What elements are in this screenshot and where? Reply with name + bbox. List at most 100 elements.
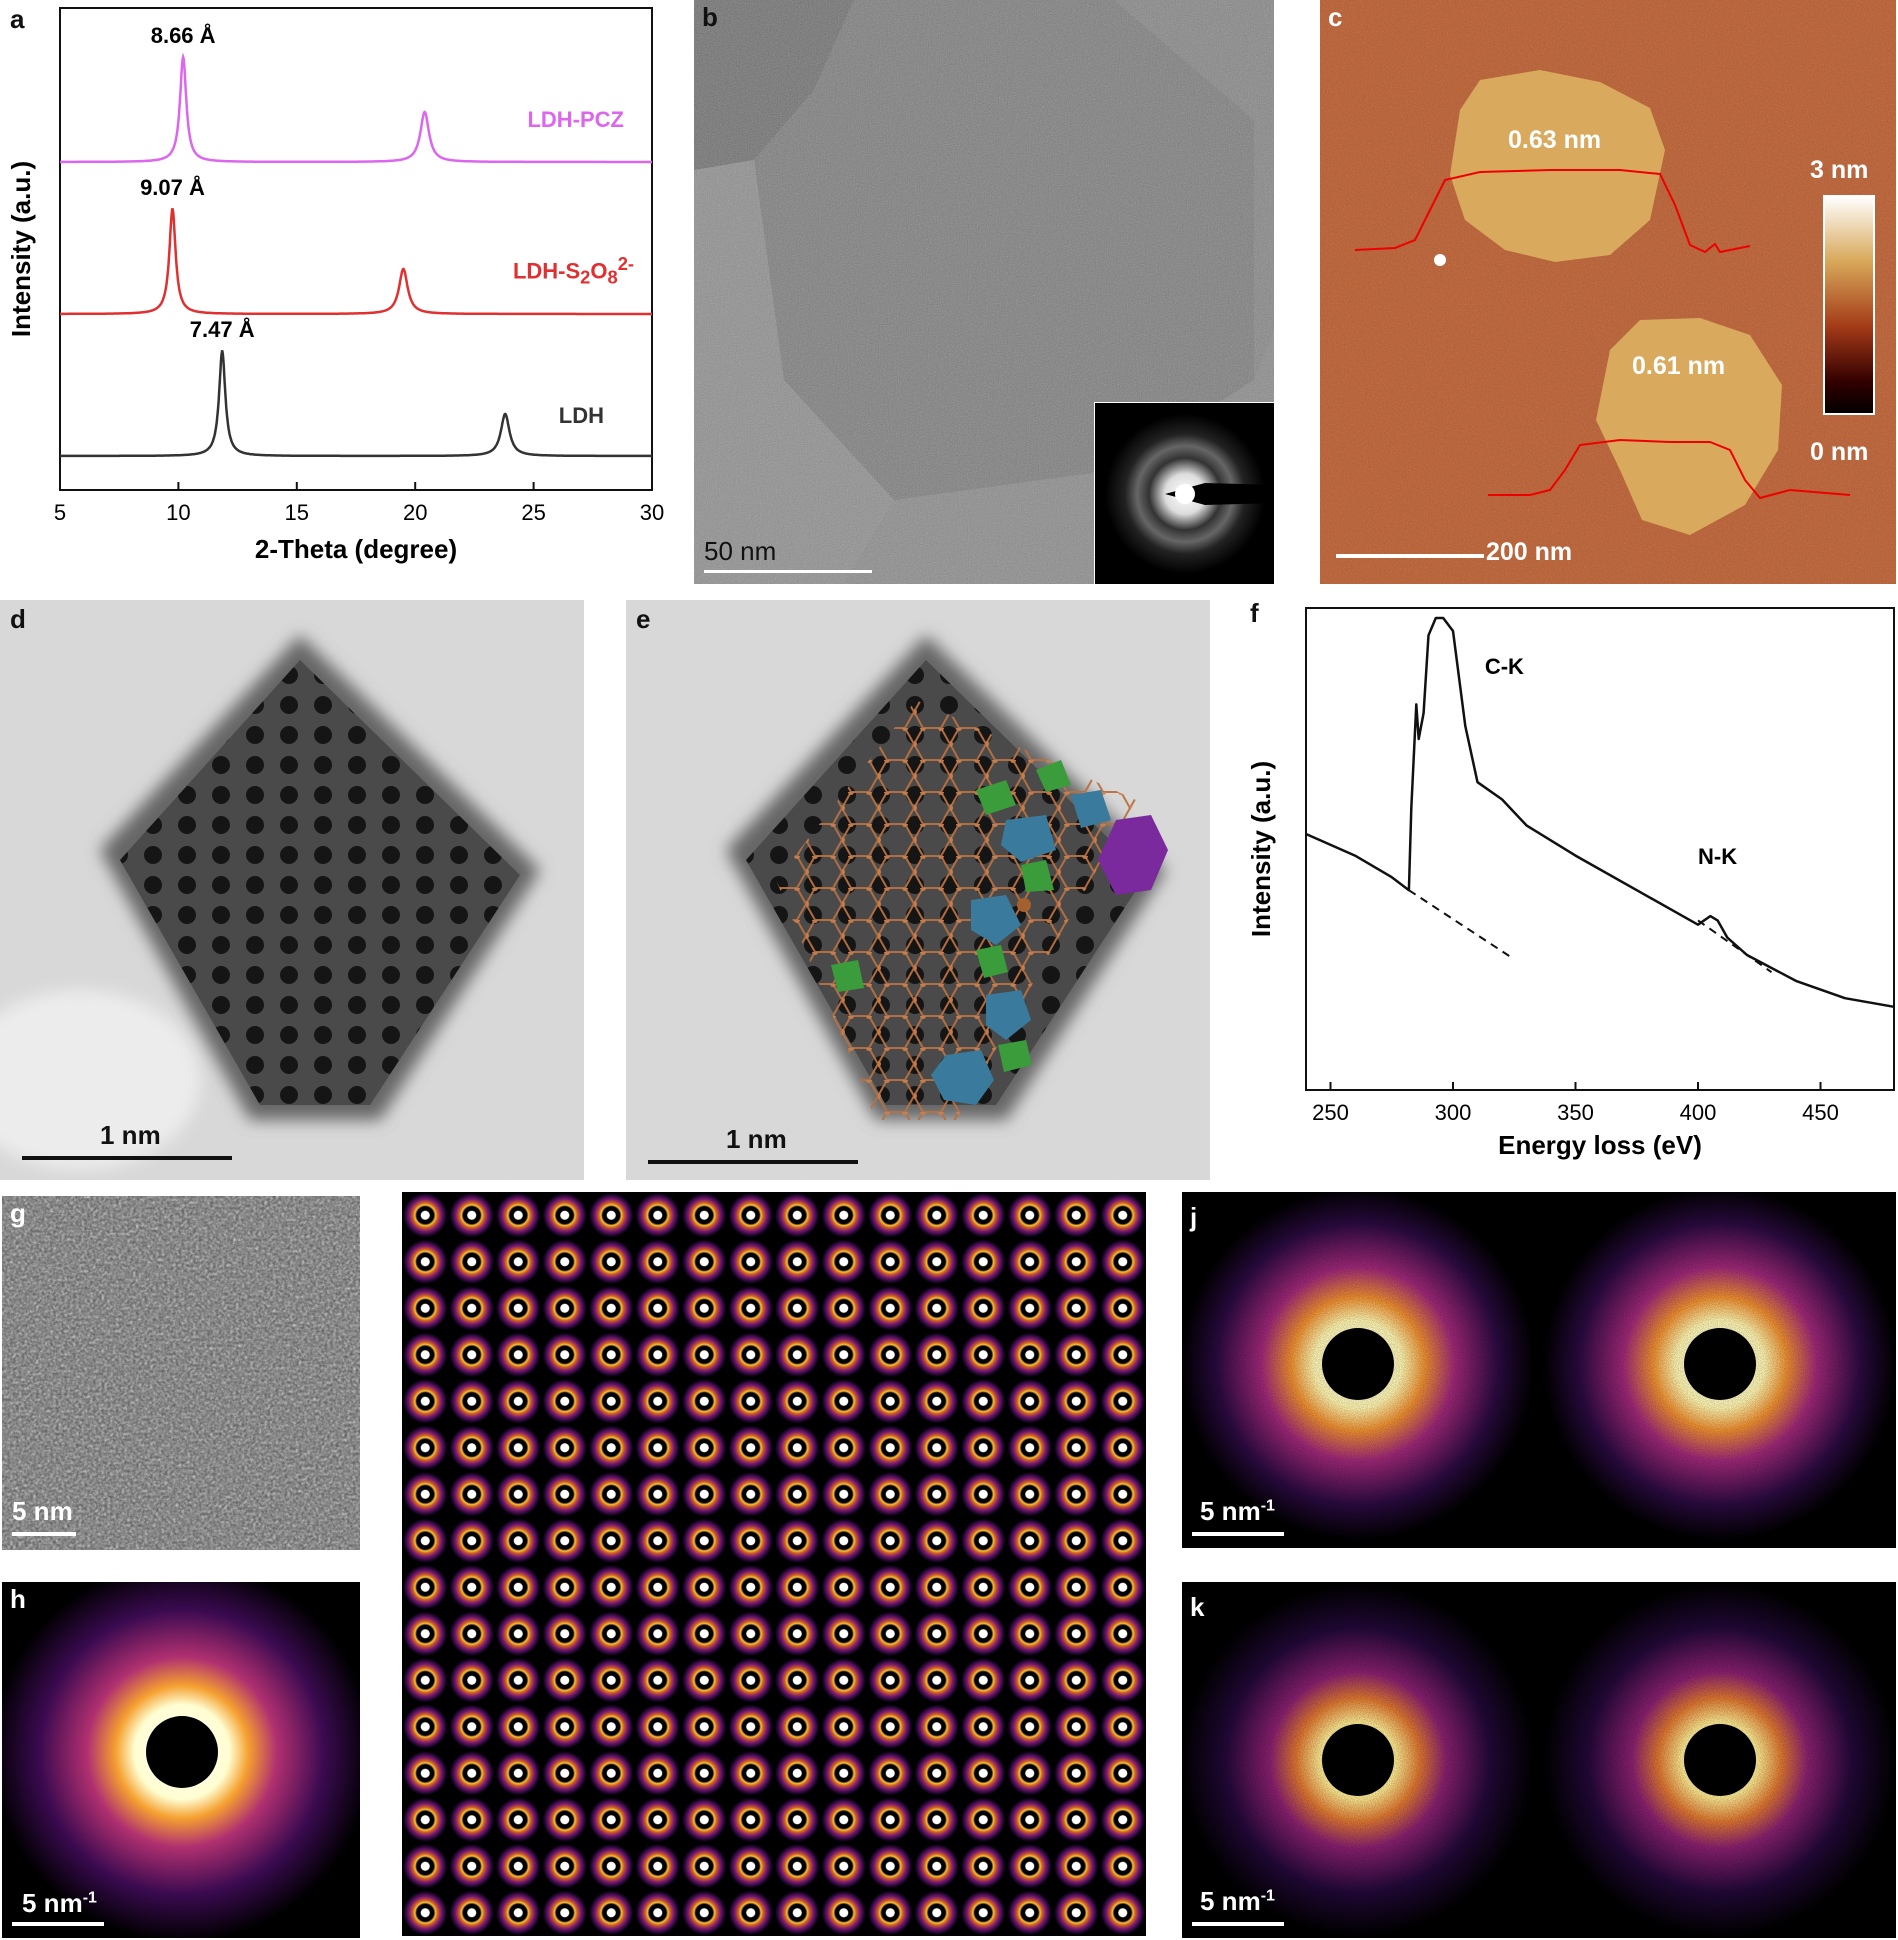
edge-annotation: N-K [1698,844,1737,869]
diffraction-spot [1053,1425,1099,1471]
scale-bar-line [1192,1532,1284,1536]
panel-b-tem-image: 50 nm b [694,0,1274,584]
diffraction-spot [821,1192,867,1238]
diffraction-spot [542,1843,588,1889]
diffraction-spot [1100,1797,1146,1843]
panel-e-structure-overlay: 1 nm e [626,600,1210,1180]
tem-texture [694,0,1274,584]
scale-bar-line [12,1532,76,1536]
diffraction-spot [1100,1285,1146,1331]
diffraction-spot [1053,1518,1099,1564]
diffraction-spot [449,1332,495,1378]
diffraction-spot [1053,1285,1099,1331]
diffraction-spot [635,1425,681,1471]
diffraction-spot [635,1285,681,1331]
diffraction-spot [914,1704,960,1750]
diffraction-spot [588,1285,634,1331]
diffraction-spot [542,1750,588,1796]
diffraction-spot [542,1564,588,1610]
diffraction-spot [635,1192,681,1238]
diffraction-spot [495,1285,541,1331]
x-tick-label: 400 [1680,1100,1717,1125]
diffraction-spot [960,1657,1006,1703]
diffraction-spot [449,1471,495,1517]
diffraction-spot [1007,1471,1053,1517]
diffraction-spot [728,1890,774,1936]
diffraction-spot [821,1564,867,1610]
diffraction-spot [1100,1750,1146,1796]
diffraction-spot [774,1704,820,1750]
diffraction-spot [914,1192,960,1238]
diffraction-spot [495,1611,541,1657]
diffraction-spot [1100,1332,1146,1378]
scale-bar-label: 1 nm [726,1124,787,1154]
afm-height-label-2: 0.61 nm [1632,352,1726,380]
diffraction-spot [1100,1378,1146,1424]
diffraction-spot [1053,1332,1099,1378]
diffraction-spot [914,1471,960,1517]
series-name-label: LDH-S2O82- [513,253,634,288]
diffraction-spot [1100,1890,1146,1936]
diffraction-spot [449,1611,495,1657]
diffraction-spot [402,1657,448,1703]
x-tick-label: 350 [1557,1100,1594,1125]
diffraction-spot [635,1332,681,1378]
diffraction-spot [588,1564,634,1610]
diffraction-spot [542,1704,588,1750]
scale-bar-label: 5 nm-1 [22,1888,97,1918]
diffraction-spot [821,1239,867,1285]
diffraction-spot [960,1378,1006,1424]
diffraction-spot [1007,1843,1053,1889]
diffraction-spot [867,1378,913,1424]
panel-label: f [1250,598,1259,628]
diffraction-spot [402,1378,448,1424]
panel-label: j [1190,1202,1198,1232]
x-axis-label: Energy loss (eV) [1498,1130,1702,1160]
diffraction-spot [914,1750,960,1796]
background-fit-line [1697,919,1773,974]
diffraction-spot [728,1518,774,1564]
diffraction-spot [588,1704,634,1750]
diffraction-spot [728,1425,774,1471]
series-line [60,52,652,164]
diffraction-spot [821,1657,867,1703]
diffraction-spot [821,1332,867,1378]
diffraction-spot [914,1239,960,1285]
diffraction-spot [495,1239,541,1285]
diffraction-spot [449,1890,495,1936]
diffraction-spot [821,1890,867,1936]
diffraction-spot [542,1332,588,1378]
diffraction-spot [495,1890,541,1936]
diffraction-spot [495,1704,541,1750]
diffraction-spot [914,1518,960,1564]
diffraction-spot [635,1657,681,1703]
diffraction-spot [681,1192,727,1238]
diffraction-spot [960,1704,1006,1750]
diffraction-spot [402,1843,448,1889]
diffraction-spot [588,1425,634,1471]
diffraction-spot [1100,1471,1146,1517]
y-axis-label: Intensity (a.u.) [6,161,36,337]
diffraction-spot [960,1564,1006,1610]
diffraction-spot [681,1890,727,1936]
diffraction-spot [914,1843,960,1889]
scale-bar-line [1192,1922,1284,1926]
diffraction-spot [681,1611,727,1657]
diffraction-spot [1007,1239,1053,1285]
panel-f-eels-chart: f 250 300 350 400 450 Energy loss (eV) Intensi… [1240,594,1898,1184]
scale-bar-label: 5 nm-1 [1200,1886,1275,1916]
diffraction-spot [728,1239,774,1285]
diffraction-spot [588,1750,634,1796]
diffraction-spot [1053,1471,1099,1517]
panel-label: b [702,2,718,32]
diffraction-spot [449,1378,495,1424]
diffraction-spot [728,1471,774,1517]
diffraction-spot [1100,1564,1146,1610]
diffraction-spot [1053,1239,1099,1285]
diffraction-spot [728,1843,774,1889]
x-tick-label: 10 [166,500,190,525]
diffraction-spot [449,1797,495,1843]
diffraction-spot [1053,1378,1099,1424]
diffraction-spot [1053,1611,1099,1657]
diffraction-spot [588,1239,634,1285]
